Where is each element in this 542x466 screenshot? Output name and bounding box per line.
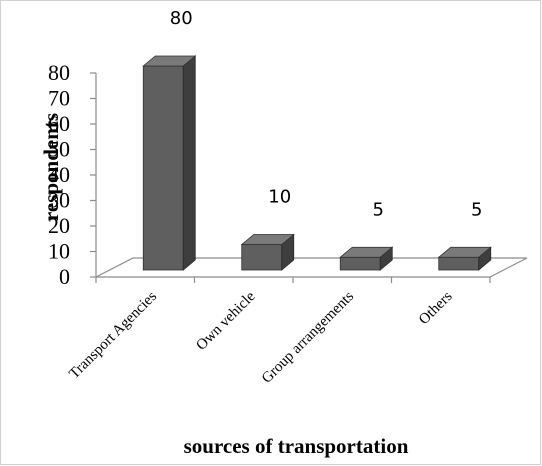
- data-label: 5: [373, 199, 384, 220]
- bar-top: [339, 246, 394, 258]
- bar: [339, 256, 381, 271]
- y-axis-title: respondents: [39, 113, 63, 221]
- data-label: 10: [268, 187, 291, 208]
- bar: [438, 256, 480, 271]
- bar-top: [437, 246, 492, 258]
- y-tick-label: 10: [48, 239, 70, 264]
- x-tick-label: Group arrangements: [259, 288, 357, 386]
- y-tick-label: 50: [48, 137, 70, 162]
- x-tick-label: Own vehicle: [193, 288, 258, 353]
- bar: [241, 244, 283, 271]
- y-tick-label: 0: [59, 264, 70, 289]
- data-label: 80: [170, 8, 193, 29]
- bar-series: [142, 55, 492, 271]
- bar: [142, 65, 184, 271]
- chart-floor: [95, 257, 528, 278]
- y-tick-label: 40: [48, 162, 70, 187]
- y-tick-label: 20: [48, 213, 70, 238]
- bar-top: [142, 55, 197, 67]
- x-tick-label: Others: [416, 288, 456, 328]
- data-labels: 80 10 5 5: [170, 8, 483, 220]
- y-tick-label: 70: [48, 86, 70, 111]
- data-label: 5: [471, 199, 482, 220]
- bar-side: [182, 55, 196, 271]
- bar-top: [240, 234, 295, 245]
- y-tick-label: 30: [48, 188, 70, 213]
- floor-plane: [95, 257, 528, 278]
- x-axis-labels: Transport Agencies Own vehicle Group arran…: [66, 288, 455, 386]
- x-axis-title: sources of transportation: [184, 434, 409, 458]
- y-tick-label: 80: [48, 60, 70, 85]
- y-tick-label: 60: [48, 111, 70, 136]
- x-tick-label: Transport Agencies: [66, 288, 160, 382]
